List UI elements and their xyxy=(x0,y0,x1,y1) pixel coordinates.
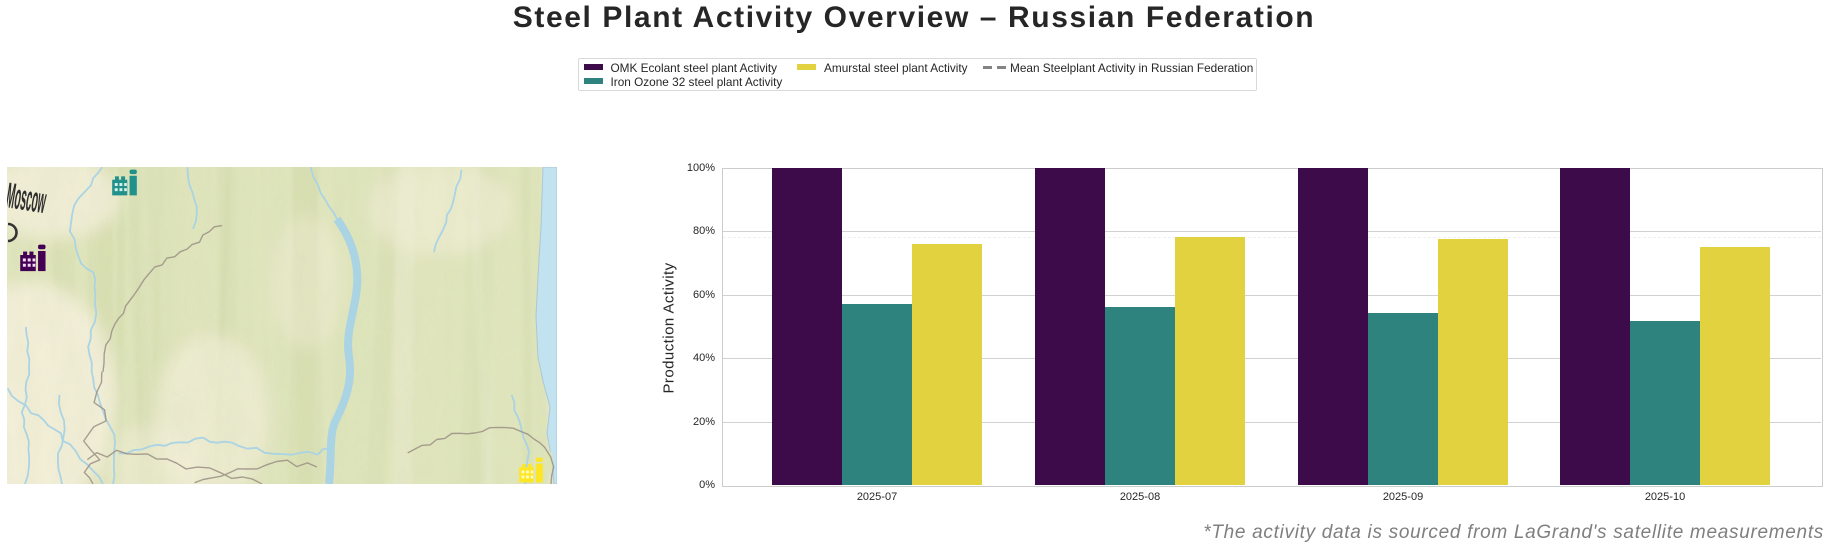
svg-text:Moscow: Moscow xyxy=(7,175,49,222)
